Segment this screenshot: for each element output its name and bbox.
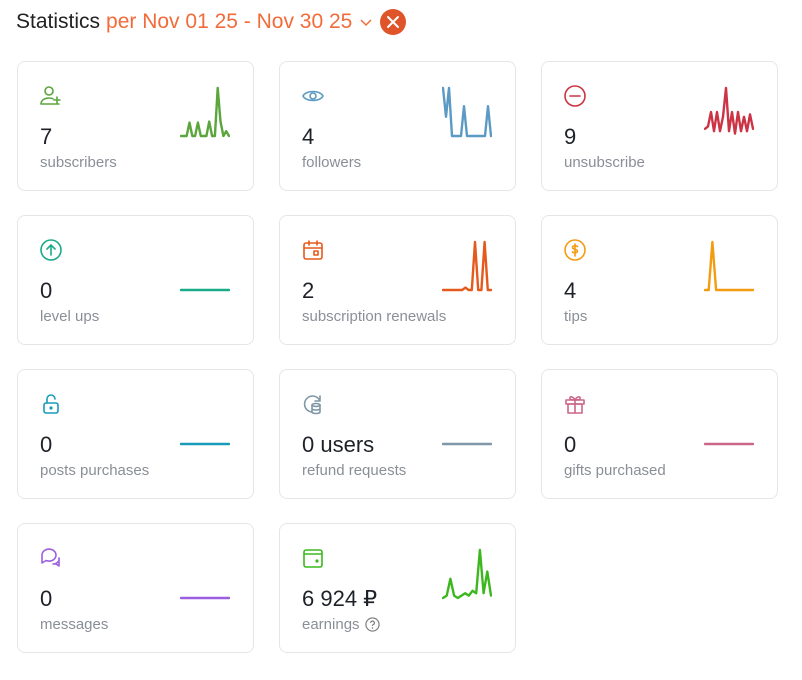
stat-label: subscribers [40, 154, 117, 171]
stat-label: gifts purchased [564, 462, 666, 479]
stat-card-refund-requests[interactable]: 0 users refund requests [279, 369, 516, 499]
sparkline-chart [704, 442, 754, 446]
stat-label-text: subscription renewals [302, 308, 447, 325]
stat-label-text: refund requests [302, 462, 407, 479]
stat-label: earnings [302, 616, 380, 633]
sparkline-chart [704, 240, 754, 292]
stat-value: 4 [302, 124, 315, 149]
lock-open-icon [43, 394, 59, 414]
sparkline-chart [180, 442, 230, 446]
help-icon[interactable] [364, 617, 380, 632]
stat-card-unsubscribe[interactable]: 9 unsubscribe [541, 61, 778, 191]
stat-value: 0 [564, 432, 577, 457]
stat-label-text: messages [40, 616, 109, 633]
stat-card-tips[interactable]: 4 tips [541, 215, 778, 345]
stat-label-text: level ups [40, 308, 100, 325]
stat-label: refund requests [302, 462, 406, 479]
sparkline-chart [442, 442, 492, 446]
dollar-circle-icon [564, 239, 586, 261]
sparkline [442, 86, 492, 138]
stat-value: 4 [564, 278, 577, 303]
stat-card-renewals[interactable]: 2 subscription renewals [279, 215, 516, 345]
stat-label: subscription renewals [302, 308, 446, 325]
wallet-icon [303, 549, 323, 568]
stat-value: 0 [40, 586, 53, 611]
sparkline-chart [442, 548, 492, 600]
user-plus-icon [40, 86, 61, 105]
eye-icon [302, 90, 324, 102]
stat-card-gifts[interactable]: 0 gifts purchased [541, 369, 778, 499]
refund-coins-icon [303, 395, 321, 415]
stat-card-subscribers[interactable]: 7 subscribers [17, 61, 254, 191]
stat-card-earnings[interactable]: 6 924 ₽ earnings [279, 523, 516, 653]
sparkline-chart [180, 86, 230, 138]
stat-label-text: tips [564, 308, 588, 325]
stat-label-text: followers [302, 154, 362, 171]
gift-icon [565, 396, 585, 414]
stat-label: unsubscribe [564, 154, 645, 171]
arrow-up-circle-icon [40, 239, 62, 261]
stat-label-text: posts purchases [40, 462, 150, 479]
sparkline [442, 548, 492, 600]
sparkline-chart [180, 288, 230, 292]
stat-value: 0 [40, 432, 53, 457]
sparkline [704, 240, 754, 292]
clear-date-range-button[interactable] [380, 9, 407, 35]
stat-label-text: subscribers [40, 154, 117, 171]
minus-circle-icon [564, 85, 586, 107]
stat-value: 6 924 ₽ [302, 586, 378, 611]
stat-label-text: earnings [302, 616, 360, 633]
stat-label: tips [564, 308, 587, 325]
sparkline [704, 86, 754, 135]
stat-label: level ups [40, 308, 99, 325]
stat-card-posts-purchases[interactable]: 0 posts purchases [17, 369, 254, 499]
sparkline-chart [180, 596, 230, 600]
stat-label: posts purchases [40, 462, 149, 479]
page-title: Statistics [16, 10, 101, 33]
stat-label-text: unsubscribe [564, 154, 645, 171]
stat-label-text: gifts purchased [564, 462, 666, 479]
stat-card-followers[interactable]: 4 followers [279, 61, 516, 191]
stat-card-level-ups[interactable]: 0 level ups [17, 215, 254, 345]
stat-card-messages[interactable]: 0 messages [17, 523, 254, 653]
close-icon [387, 16, 400, 28]
stat-value: 9 [564, 124, 577, 149]
sparkline-chart [442, 240, 492, 292]
stat-value: 7 [40, 124, 53, 149]
chat-bubbles-icon [41, 548, 60, 567]
stats-grid: 7 subscribers 4 followers 9 unsubscribe 0 level… [17, 61, 778, 653]
sparkline [180, 86, 230, 138]
chevron-down-icon[interactable] [359, 15, 373, 29]
stat-label: followers [302, 154, 361, 171]
date-range-selector[interactable]: per Nov 01 25 - Nov 30 25 [106, 10, 353, 33]
sparkline-chart [442, 86, 492, 138]
stat-value: 2 [302, 278, 315, 303]
stat-label: messages [40, 616, 108, 633]
stat-value: 0 users [302, 432, 375, 457]
stat-value: 0 [40, 278, 53, 303]
sparkline [442, 240, 492, 292]
sparkline-chart [704, 86, 754, 135]
statistics-header: Statistics per Nov 01 25 - Nov 30 25 [16, 9, 407, 35]
calendar-icon [303, 240, 323, 260]
